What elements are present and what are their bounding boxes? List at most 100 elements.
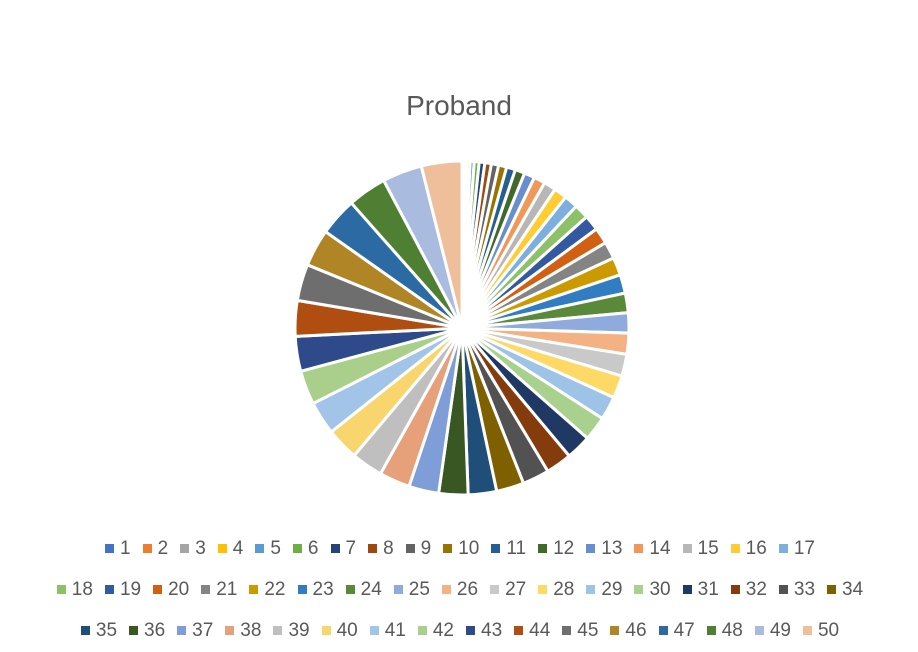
legend-label: 8 xyxy=(383,537,394,559)
legend-label: 45 xyxy=(577,619,599,641)
legend-swatch xyxy=(586,585,596,594)
legend-label: 39 xyxy=(288,619,310,641)
legend-label: 11 xyxy=(506,537,527,559)
legend-swatch xyxy=(105,544,115,553)
legend-item-26: 26 xyxy=(441,578,479,601)
legend-item-5: 5 xyxy=(255,538,281,560)
legend-label: 13 xyxy=(601,537,623,559)
legend-item-47: 47 xyxy=(658,620,695,642)
legend-label: 46 xyxy=(625,619,647,641)
legend-item-30: 30 xyxy=(634,579,671,601)
legend-swatch xyxy=(443,544,453,553)
legend-item-50: 50 xyxy=(802,619,840,642)
legend-item-44: 44 xyxy=(514,620,550,642)
legend-swatch xyxy=(586,544,596,553)
legend-item-46: 46 xyxy=(610,619,647,642)
legend-label: 27 xyxy=(505,578,527,600)
legend-swatch xyxy=(177,626,187,635)
legend-swatch xyxy=(255,544,265,553)
legend-swatch xyxy=(634,544,644,553)
legend-item-12: 12 xyxy=(538,538,574,560)
legend-swatch xyxy=(330,544,340,553)
legend-swatch xyxy=(706,626,716,635)
legend-label: 49 xyxy=(769,619,791,641)
legend-label: 26 xyxy=(456,578,479,600)
legend-label: 44 xyxy=(529,619,551,641)
legend-item-41: 41 xyxy=(369,619,406,642)
legend-label: 19 xyxy=(119,578,142,600)
legend-item-49: 49 xyxy=(754,619,791,642)
legend-label: 6 xyxy=(307,537,319,559)
legend-label: 31 xyxy=(697,578,719,600)
legend-item-9: 9 xyxy=(405,537,432,560)
legend-label: 15 xyxy=(697,537,719,559)
legend-label: 3 xyxy=(195,537,206,559)
legend-swatch xyxy=(321,626,331,635)
pie-slice-50 xyxy=(419,159,464,329)
legend-item-3: 3 xyxy=(180,538,206,560)
legend-swatch xyxy=(292,544,302,553)
legend-label: 32 xyxy=(745,578,767,600)
legend-label: 41 xyxy=(384,619,406,641)
legend-swatch xyxy=(297,585,307,594)
legend-item-2: 2 xyxy=(142,538,168,560)
legend-label: 25 xyxy=(408,578,430,600)
legend-item-32: 32 xyxy=(730,578,767,601)
legend-swatch xyxy=(441,585,451,594)
legend-swatch xyxy=(682,585,692,594)
legend-swatch xyxy=(405,544,415,553)
legend-item-1: 1 xyxy=(105,538,131,560)
legend-item-22: 22 xyxy=(249,579,286,601)
legend-item-43: 43 xyxy=(466,620,502,642)
legend-label: 37 xyxy=(192,619,214,641)
legend-swatch xyxy=(778,544,788,553)
legend-item-28: 28 xyxy=(538,579,574,601)
legend-row: 18 19 20 21 22 23 24 25 26 27 28 29 30 31 32 33 34 xyxy=(50,569,870,610)
legend-item-35: 35 xyxy=(80,619,118,642)
legend-label: 34 xyxy=(842,578,864,600)
legend-swatch xyxy=(129,626,139,635)
legend-swatch xyxy=(658,626,668,635)
legend-item-21: 21 xyxy=(201,579,237,601)
legend-label: 10 xyxy=(458,537,480,559)
legend-item-7: 7 xyxy=(330,538,356,560)
legend-swatch xyxy=(225,626,235,635)
legend-label: 35 xyxy=(95,619,118,641)
legend-label: 40 xyxy=(336,619,358,641)
legend-item-17: 17 xyxy=(778,538,815,560)
legend-item-40: 40 xyxy=(321,619,358,642)
legend-item-39: 39 xyxy=(273,619,310,642)
legend-swatch xyxy=(417,626,427,635)
legend-label: 29 xyxy=(601,578,623,600)
legend-label: 5 xyxy=(270,537,281,559)
legend-swatch xyxy=(562,626,572,635)
legend-swatch xyxy=(249,585,259,594)
legend-label: 16 xyxy=(745,537,767,559)
legend-item-27: 27 xyxy=(490,579,526,601)
legend-swatch xyxy=(610,626,620,635)
legend-item-8: 8 xyxy=(368,538,394,560)
legend-item-45: 45 xyxy=(562,620,598,642)
legend-label: 9 xyxy=(420,537,432,559)
legend-swatch xyxy=(345,585,355,594)
legend-swatch xyxy=(634,585,644,594)
legend-item-33: 33 xyxy=(778,579,815,601)
legend-item-38: 38 xyxy=(225,620,261,642)
legend-label: 28 xyxy=(553,578,575,600)
legend-item-37: 37 xyxy=(177,620,213,642)
legend-item-6: 6 xyxy=(292,537,319,560)
legend-swatch xyxy=(201,585,211,594)
legend-item-42: 42 xyxy=(417,620,454,642)
legend-label: 21 xyxy=(216,578,238,600)
legend-swatch xyxy=(491,544,501,553)
legend-label: 36 xyxy=(144,619,166,641)
legend-label: 50 xyxy=(817,619,840,641)
legend-item-16: 16 xyxy=(730,537,767,560)
legend-item-4: 4 xyxy=(217,537,244,560)
legend-label: 43 xyxy=(481,619,503,641)
legend-swatch xyxy=(538,544,548,553)
legend-item-48: 48 xyxy=(706,620,743,642)
legend-label: 4 xyxy=(232,537,244,559)
legend-swatch xyxy=(217,544,227,553)
legend-swatch xyxy=(514,626,524,635)
